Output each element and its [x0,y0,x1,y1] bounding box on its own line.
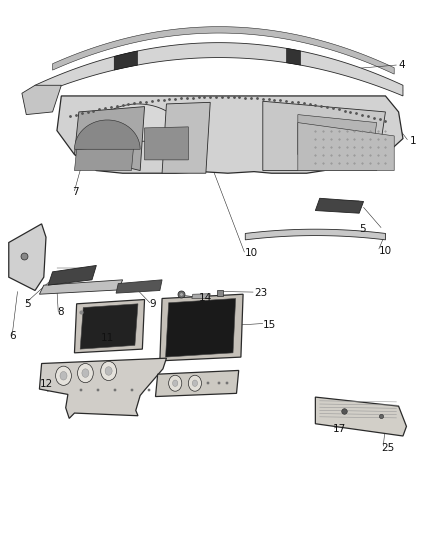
Polygon shape [22,85,61,115]
Polygon shape [145,127,188,160]
Polygon shape [39,358,166,418]
Polygon shape [162,102,210,173]
Circle shape [169,375,182,391]
Circle shape [60,372,67,380]
Polygon shape [74,120,140,149]
Text: 5: 5 [359,224,366,234]
Text: 11: 11 [101,334,114,343]
Polygon shape [48,265,96,285]
Polygon shape [74,107,145,171]
Polygon shape [166,298,236,357]
Circle shape [78,364,93,383]
Circle shape [82,369,89,377]
Polygon shape [90,104,186,141]
Polygon shape [286,49,300,65]
Polygon shape [116,280,162,293]
Circle shape [105,367,112,375]
Text: 25: 25 [381,443,394,453]
Text: 15: 15 [263,320,276,330]
Text: 7: 7 [72,187,79,197]
Text: 5: 5 [24,299,31,309]
Circle shape [101,361,117,381]
Text: 23: 23 [254,288,267,298]
Text: 10: 10 [379,246,392,255]
Circle shape [188,375,201,391]
Text: 10: 10 [245,248,258,258]
Polygon shape [298,115,377,155]
Polygon shape [192,294,210,298]
Circle shape [192,380,198,386]
Circle shape [56,366,71,385]
Polygon shape [155,370,239,397]
Polygon shape [245,229,385,240]
Text: 1: 1 [410,136,416,146]
Text: 12: 12 [39,379,53,389]
Circle shape [173,380,178,386]
Text: 8: 8 [57,307,64,317]
Polygon shape [315,397,406,436]
Polygon shape [39,280,123,294]
Polygon shape [53,27,394,74]
Text: 17: 17 [333,424,346,434]
Polygon shape [315,198,364,213]
Polygon shape [80,304,138,349]
Text: 4: 4 [399,60,405,70]
Polygon shape [74,300,145,353]
Polygon shape [114,51,138,70]
Text: 14: 14 [199,294,212,303]
Polygon shape [160,294,243,361]
Polygon shape [74,147,134,171]
Text: 9: 9 [149,299,155,309]
Polygon shape [35,43,403,96]
Polygon shape [298,123,394,171]
Polygon shape [57,96,403,173]
Polygon shape [263,101,385,171]
Text: 6: 6 [9,331,15,341]
Polygon shape [9,224,46,290]
